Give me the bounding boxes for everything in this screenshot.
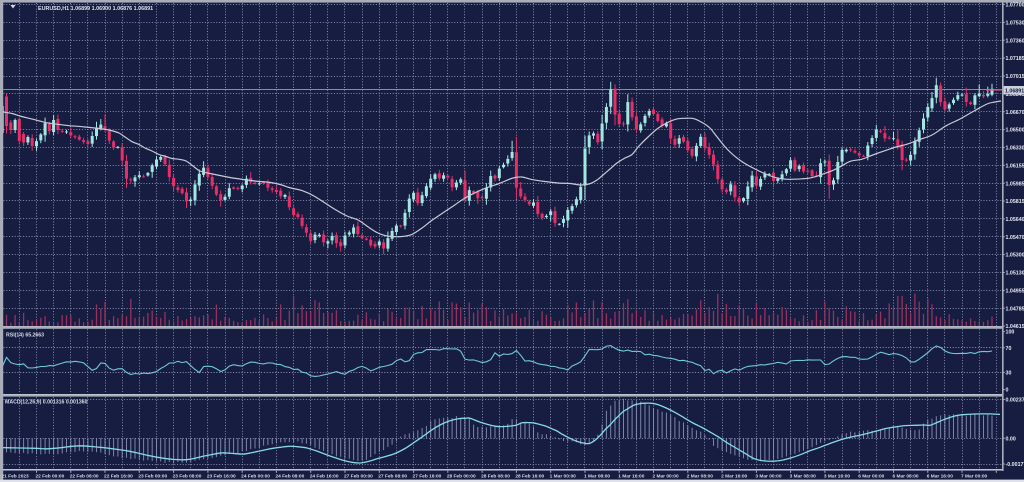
svg-text:27 Feb 00:00: 27 Feb 00:00: [344, 473, 373, 479]
svg-text:2 Mar 00:00: 2 Mar 00:00: [653, 473, 679, 479]
svg-text:22 Feb 08:00: 22 Feb 08:00: [70, 473, 99, 479]
svg-text:23 Feb 08:00: 23 Feb 08:00: [173, 473, 202, 479]
svg-text:1.05815: 1.05815: [1006, 199, 1024, 205]
svg-text:24 Feb 08:00: 24 Feb 08:00: [275, 473, 304, 479]
svg-text:0.00: 0.00: [1006, 436, 1016, 442]
svg-text:1.05130: 1.05130: [1006, 271, 1024, 277]
svg-text:3 Mar 08:00: 3 Mar 08:00: [790, 473, 816, 479]
svg-text:21 Feb 2023: 21 Feb 2023: [2, 473, 30, 479]
svg-text:3 Mar 00:00: 3 Mar 00:00: [755, 473, 781, 479]
svg-text:27 Feb 08:00: 27 Feb 08:00: [378, 473, 407, 479]
svg-text:1.05470: 1.05470: [1006, 235, 1024, 241]
svg-text:6 Mar 16:00: 6 Mar 16:00: [927, 473, 953, 479]
svg-text:1.05640: 1.05640: [1006, 217, 1024, 223]
svg-text:1.06845: 1.06845: [1006, 92, 1024, 98]
svg-text:1.06330: 1.06330: [1006, 146, 1024, 152]
svg-text:1.07360: 1.07360: [1006, 38, 1024, 44]
svg-text:1.07700: 1.07700: [1006, 3, 1024, 9]
svg-text:100: 100: [1006, 330, 1015, 336]
svg-text:28 Feb 16:00: 28 Feb 16:00: [515, 473, 544, 479]
svg-text:0: 0: [1006, 388, 1009, 394]
svg-text:1.05300: 1.05300: [1006, 253, 1024, 259]
svg-text:2 Mar 08:00: 2 Mar 08:00: [687, 473, 713, 479]
svg-text:1.06891: 1.06891: [1005, 88, 1024, 94]
svg-text:1.06155: 1.06155: [1006, 163, 1024, 169]
svg-text:24 Feb 16:00: 24 Feb 16:00: [310, 473, 339, 479]
svg-text:30: 30: [1006, 371, 1012, 377]
svg-text:24 Feb 00:00: 24 Feb 00:00: [241, 473, 270, 479]
svg-text:22 Feb 00:00: 22 Feb 00:00: [35, 473, 64, 479]
svg-text:23 Feb 00:00: 23 Feb 00:00: [138, 473, 167, 479]
svg-text:6 Mar 00:00: 6 Mar 00:00: [858, 473, 884, 479]
svg-text:1 Mar 00:00: 1 Mar 00:00: [550, 473, 576, 479]
svg-text:1.07185: 1.07185: [1006, 56, 1024, 62]
svg-text:6 Mar 08:00: 6 Mar 08:00: [892, 473, 918, 479]
svg-text:1.07530: 1.07530: [1006, 21, 1024, 27]
svg-text:1.05985: 1.05985: [1006, 181, 1024, 187]
svg-text:2 Mar 16:00: 2 Mar 16:00: [721, 473, 747, 479]
svg-text:1.07015: 1.07015: [1006, 74, 1024, 80]
svg-text:1.06670: 1.06670: [1006, 110, 1024, 116]
svg-text:28 Feb 08:00: 28 Feb 08:00: [481, 473, 510, 479]
svg-text:1.06500: 1.06500: [1006, 128, 1024, 134]
svg-text:27 Feb 16:00: 27 Feb 16:00: [413, 473, 442, 479]
svg-text:1 Mar 16:00: 1 Mar 16:00: [618, 473, 644, 479]
svg-text:RSI(14) 65.2663: RSI(14) 65.2663: [6, 332, 44, 338]
svg-text:1 Mar 08:00: 1 Mar 08:00: [584, 473, 610, 479]
svg-text:1.04615: 1.04615: [1006, 324, 1024, 330]
svg-text:23 Feb 16:00: 23 Feb 16:00: [207, 473, 236, 479]
svg-text:7 Mar 00:00: 7 Mar 00:00: [961, 473, 987, 479]
svg-text:3 Mar 16:00: 3 Mar 16:00: [824, 473, 850, 479]
svg-text:0.00237: 0.00237: [1006, 398, 1024, 404]
svg-text:MACD(12,26,9) 0.001316 0.00136: MACD(12,26,9) 0.001316 0.001360: [5, 399, 88, 405]
svg-text:1.04955: 1.04955: [1006, 289, 1024, 295]
svg-text:70: 70: [1006, 346, 1012, 352]
svg-text:28 Feb 00:00: 28 Feb 00:00: [447, 473, 476, 479]
svg-text:EURUSD,H1 1.06899 1.06900 1.0: EURUSD,H1 1.06899 1.06900 1.06876 1.0689…: [38, 6, 153, 12]
svg-text:-0.00177: -0.00177: [1006, 462, 1024, 468]
svg-text:22 Feb 16:00: 22 Feb 16:00: [104, 473, 133, 479]
svg-text:1.04785: 1.04785: [1006, 306, 1024, 312]
